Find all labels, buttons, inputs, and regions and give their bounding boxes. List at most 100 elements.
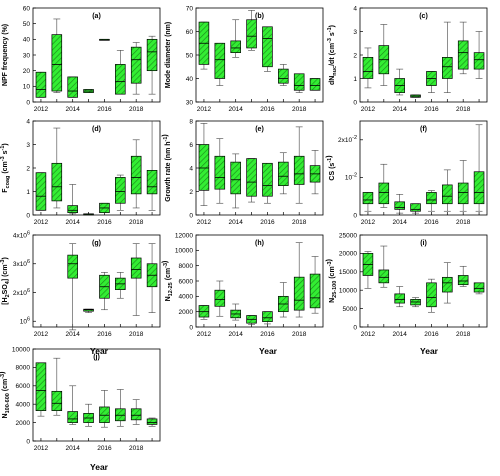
y-tick-label: 30 (186, 99, 194, 106)
y-tick-label: 4x106 (13, 230, 30, 239)
panel-title: (i) (420, 240, 427, 247)
box-2018 (457, 160, 469, 212)
box-body (198, 144, 210, 191)
box-body (130, 408, 142, 421)
y-axis-label: Growth rate (nm h-1) (162, 134, 172, 202)
plot-frame (359, 234, 488, 328)
box-body (35, 362, 47, 411)
y-axis-label: Fcoag (cm-3 s-1) (0, 143, 11, 193)
box-body (426, 192, 437, 205)
panel-h: (h) 0 2000 4000 6000 8000 10000 12000 2012 2014 20… (162, 232, 324, 338)
x-tick-label: 2016 (97, 106, 112, 113)
box-body (442, 56, 453, 79)
box-2014 (67, 243, 78, 331)
box-2018 (457, 265, 469, 287)
y-tick-label: 3 (353, 29, 357, 36)
box-2015 (83, 403, 94, 427)
box-body (51, 390, 63, 411)
box-body (293, 73, 305, 91)
box-2017 (278, 64, 289, 86)
y-tick-label: 20000 (339, 251, 357, 258)
box-2012 (362, 47, 374, 89)
y-tick-label: 40 (23, 37, 31, 44)
plot-frame (32, 348, 161, 442)
y-tick-label: 0 (353, 99, 357, 106)
box-2015 (246, 10, 257, 51)
y-axis-label: [H2SO4] (cm-3) (0, 257, 11, 305)
box-body (442, 184, 453, 205)
x-axis-title-bottom: Year (90, 462, 109, 472)
y-tick-label: 60 (23, 5, 31, 12)
box-2013 (214, 42, 226, 86)
box-body (214, 42, 226, 79)
box-body (230, 161, 241, 195)
box-2013 (378, 245, 390, 288)
box-2019 (309, 150, 321, 195)
x-tick-label: 2018 (292, 106, 307, 113)
box-body (309, 273, 321, 309)
box-2016 (426, 71, 437, 93)
box-2016 (99, 202, 110, 213)
box-2013 (214, 138, 226, 204)
box-2016 (99, 38, 110, 41)
x-tick-label: 2012 (197, 219, 212, 226)
x-tick-label: 2012 (34, 219, 49, 226)
box-2012 (35, 172, 47, 211)
box-2019 (309, 256, 321, 314)
y-tick-label: 4000 (179, 294, 194, 301)
box-2013 (378, 24, 390, 86)
y-tick-label: 106 (20, 317, 30, 326)
box-2017 (115, 389, 126, 427)
y-tick-label: 1 (353, 76, 357, 83)
box-body (410, 203, 421, 212)
box-2017 (442, 169, 453, 212)
x-tick-label: 2018 (292, 331, 307, 338)
box-2018 (293, 242, 305, 318)
x-tick-label: 2012 (361, 219, 376, 226)
plot-frame (359, 120, 488, 216)
panel-g: (g) 106 2x106 3x106 4x106 2012 2014 2016 2018 [H2… (0, 230, 161, 338)
box-2012 (362, 192, 374, 212)
x-tick-label: 2016 (97, 219, 112, 226)
box-2016 (262, 162, 273, 204)
y-tick-label: 15000 (339, 269, 357, 276)
y-tick-label: 2000 (179, 309, 194, 316)
box-body (246, 158, 257, 197)
panel-title: (d) (92, 126, 101, 133)
y-tick-label: 3x106 (13, 259, 30, 268)
x-tick-label: 2014 (65, 445, 80, 452)
box-2018 (130, 399, 142, 425)
box-2016 (262, 26, 273, 72)
box-body (293, 276, 305, 311)
y-tick-label: 4 (26, 118, 30, 125)
box-body (214, 155, 226, 190)
y-tick-label: 40 (186, 76, 194, 83)
box-body (67, 411, 78, 423)
y-tick-label: 2 (189, 189, 193, 196)
y-tick-label: 2x106 (13, 288, 30, 297)
box-body (457, 275, 469, 286)
box-body (457, 182, 469, 205)
panel-j: (j) 0 2000 4000 6000 8000 10000 2012 2014 2016 201… (0, 346, 161, 452)
box-body (473, 171, 485, 205)
box-2013 (51, 357, 63, 416)
box-body (115, 408, 126, 422)
y-tick-label: 12000 (175, 232, 193, 239)
x-tick-label: 2016 (260, 106, 275, 113)
box-2014 (67, 76, 78, 98)
y-tick-label: 2000 (16, 420, 31, 427)
panel-b: (b) 30 40 50 60 70 2012 2014 2016 2018 Mode diamet… (165, 5, 324, 113)
x-tick-label: 2018 (456, 331, 471, 338)
x-tick-label: 2018 (292, 219, 307, 226)
box-body (115, 177, 126, 204)
y-tick-label: 6000 (16, 383, 31, 390)
box-2014 (394, 68, 405, 96)
y-tick-label: 20 (23, 68, 31, 75)
box-2014 (394, 194, 405, 214)
x-tick-label: 2012 (361, 106, 376, 113)
box-body (146, 38, 158, 72)
box-2017 (115, 49, 126, 95)
box-body (67, 205, 78, 214)
x-tick-label: 2014 (65, 106, 80, 113)
y-tick-label: 0 (353, 212, 357, 219)
